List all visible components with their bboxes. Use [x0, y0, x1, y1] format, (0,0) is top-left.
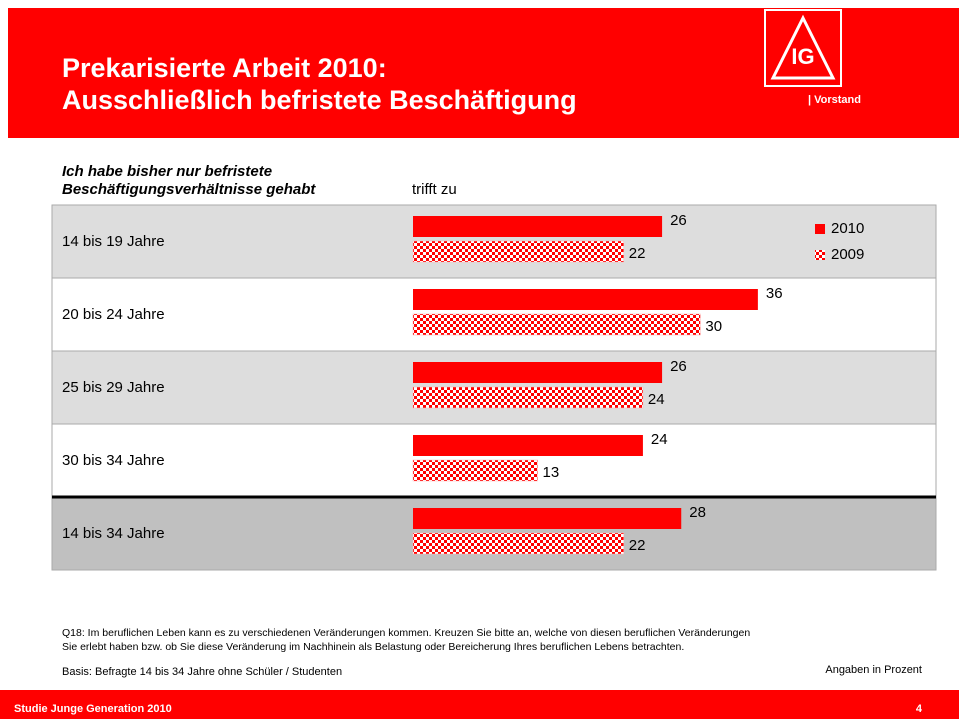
plot: 14 bis 19 Jahre 26 22 20 bis 24 Jahre 36 30 25… [62, 212, 864, 555]
legend-swatch [815, 250, 825, 260]
bar [412, 532, 625, 555]
question: Sie erlebt haben bzw. ob Sie diese Verän… [62, 641, 684, 653]
bar [413, 289, 758, 310]
legend-label: 2009 [831, 246, 864, 263]
bar [412, 313, 701, 336]
category-label: 20 bis 24 Jahre [62, 306, 165, 323]
unit-note: Angaben in Prozent [825, 664, 922, 676]
category-label: 25 bis 29 Jahre [62, 379, 165, 396]
bar [413, 216, 663, 237]
legend-swatch [815, 224, 825, 234]
value-label: 22 [629, 537, 646, 554]
title-line: Prekarisierte Arbeit 2010: [62, 53, 387, 83]
basis: Basis: Befragte 14 bis 34 Jahre ohne Sch… [62, 666, 342, 678]
brand-label: | Vorstand [808, 94, 861, 106]
value-label: 26 [670, 212, 687, 229]
legend-label: 2010 [831, 220, 864, 237]
value-label: 36 [766, 285, 783, 302]
footer-text: Studie Junge Generation 2010 [14, 703, 172, 715]
category-label: 14 bis 34 Jahre [62, 525, 165, 542]
value-label: 24 [651, 431, 668, 448]
title-line: Ausschließlich befristete Beschäftigung [62, 85, 577, 115]
value-label: 26 [670, 358, 687, 375]
value-label: 13 [543, 464, 560, 481]
subtitle: Ich habe bisher nur befristete [62, 163, 272, 180]
value-label: 30 [705, 318, 722, 335]
category-label: 14 bis 19 Jahre [62, 233, 165, 250]
bar [413, 435, 643, 456]
page-number: 4 [916, 703, 923, 715]
svg-text:IG: IG [791, 44, 814, 69]
footer-band [0, 690, 959, 719]
subtitle: Beschäftigungsverhältnisse gehabt [62, 181, 316, 198]
column-label: trifft zu [412, 181, 457, 198]
bar [412, 386, 644, 409]
value-label: 22 [629, 245, 646, 262]
value-label: 24 [648, 391, 665, 408]
bar [413, 508, 682, 529]
category-label: 30 bis 34 Jahre [62, 452, 165, 469]
value-label: 28 [689, 504, 706, 521]
bar [413, 362, 663, 383]
question: Q18: Im beruflichen Leben kann es zu ver… [62, 627, 750, 639]
bar [412, 459, 538, 482]
logo: IG [764, 9, 842, 87]
bar [412, 240, 625, 263]
